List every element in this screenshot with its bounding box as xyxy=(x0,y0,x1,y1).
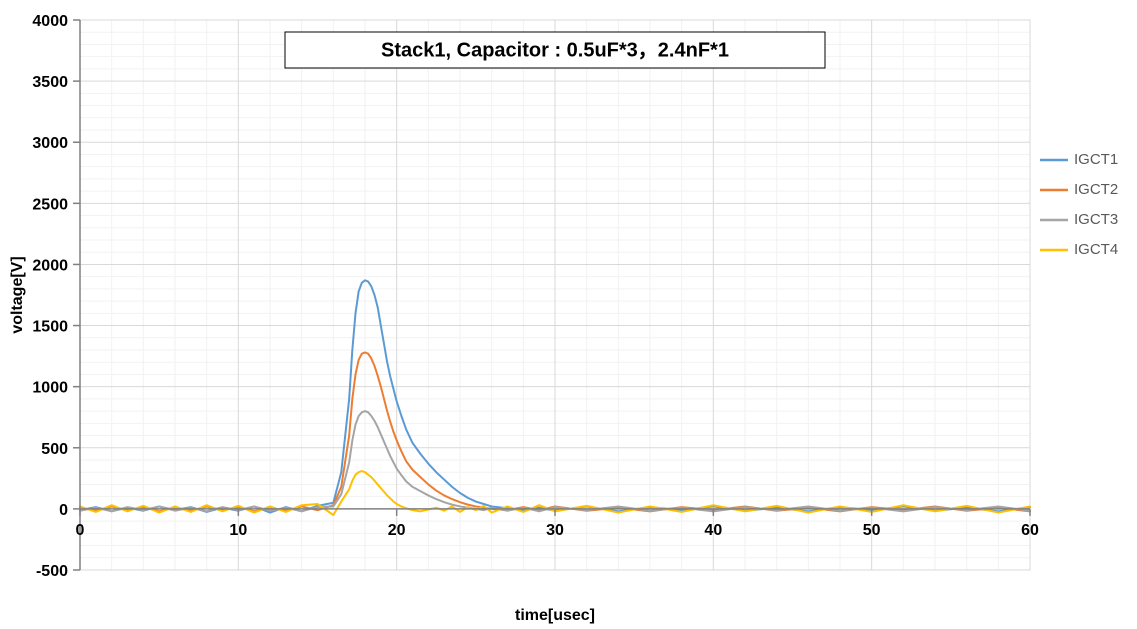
y-tick-label: -500 xyxy=(36,563,68,580)
y-tick-label: 3500 xyxy=(32,74,68,91)
y-tick-label: 0 xyxy=(59,502,68,519)
x-tick-label: 50 xyxy=(863,522,881,539)
legend: IGCT1 IGCT2 IGCT3 IGCT4 xyxy=(1040,151,1118,258)
y-tick-label: 1000 xyxy=(32,380,68,397)
legend-label-IGCT3: IGCT3 xyxy=(1074,211,1118,228)
y-tick-label: 4000 xyxy=(32,13,68,30)
x-tick-label: 20 xyxy=(388,522,406,539)
y-tick-label: 2500 xyxy=(32,196,68,213)
x-tick-label: 0 xyxy=(76,522,85,539)
y-tick-label: 1500 xyxy=(32,319,68,336)
x-tick-label: 60 xyxy=(1021,522,1039,539)
chart-container: 0 10 20 30 40 50 60 -500 0 500 1000 1500 2000 2500 300… xyxy=(0,0,1137,629)
chart-svg: 0 10 20 30 40 50 60 -500 0 500 1000 1500 2000 2500 300… xyxy=(0,0,1137,629)
chart-title: Stack1, Capacitor : 0.5uF*3，2.4nF*1 xyxy=(381,39,729,61)
y-axis-label: voltage[V] xyxy=(9,256,26,333)
y-tick-label: 2000 xyxy=(32,257,68,274)
x-tick-label: 40 xyxy=(704,522,722,539)
y-tick-label: 500 xyxy=(41,441,68,458)
y-tick-label: 3000 xyxy=(32,135,68,152)
x-tick-label: 10 xyxy=(229,522,247,539)
legend-label-IGCT2: IGCT2 xyxy=(1074,181,1118,198)
x-tick-label: 30 xyxy=(546,522,564,539)
y-ticks: -500 0 500 1000 1500 2000 2500 3000 3500 4000 xyxy=(32,13,80,580)
legend-label-IGCT4: IGCT4 xyxy=(1074,241,1118,258)
legend-label-IGCT1: IGCT1 xyxy=(1074,151,1118,168)
x-axis-label: time[usec] xyxy=(515,607,595,624)
